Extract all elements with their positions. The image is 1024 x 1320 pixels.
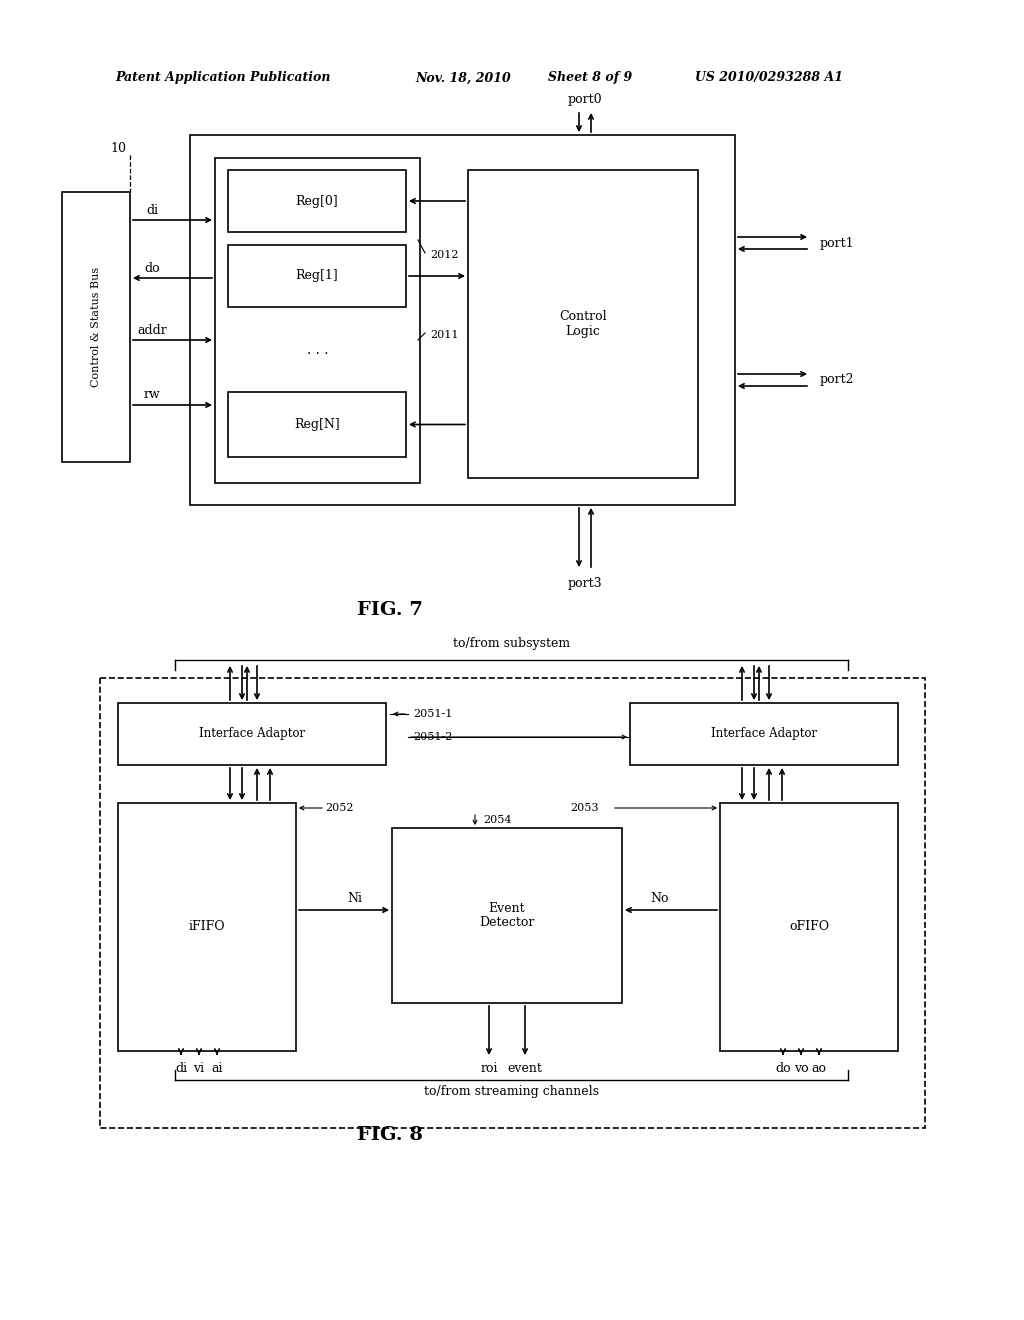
Text: ao: ao: [811, 1061, 826, 1074]
Text: 2052: 2052: [325, 803, 353, 813]
Bar: [468, 170, 698, 478]
Text: to/from subsystem: to/from subsystem: [454, 636, 570, 649]
Text: Control & Status Bus: Control & Status Bus: [91, 267, 101, 387]
Text: ai: ai: [211, 1061, 223, 1074]
Text: Reg[0]: Reg[0]: [296, 194, 338, 207]
Text: 2051-1: 2051-1: [413, 709, 453, 719]
Text: 2051-2: 2051-2: [413, 733, 453, 742]
Text: port3: port3: [567, 577, 602, 590]
Text: FIG. 7: FIG. 7: [357, 601, 423, 619]
Text: vo: vo: [794, 1061, 808, 1074]
Text: di: di: [146, 203, 158, 216]
Text: Interface Adaptor: Interface Adaptor: [711, 727, 817, 741]
Text: FIG. 8: FIG. 8: [357, 1126, 423, 1144]
Bar: [228, 170, 406, 232]
Text: do: do: [775, 1061, 791, 1074]
Text: US 2010/0293288 A1: US 2010/0293288 A1: [695, 71, 843, 84]
Text: Patent Application Publication: Patent Application Publication: [115, 71, 331, 84]
Text: 2054: 2054: [483, 814, 512, 825]
Text: Interface Adaptor: Interface Adaptor: [199, 727, 305, 741]
Text: port0: port0: [567, 94, 602, 107]
Text: addr: addr: [137, 323, 167, 337]
Text: do: do: [144, 261, 160, 275]
Text: Sheet 8 of 9: Sheet 8 of 9: [548, 71, 632, 84]
Text: rw: rw: [143, 388, 161, 401]
Text: oFIFO: oFIFO: [788, 920, 829, 933]
Text: 10: 10: [110, 141, 126, 154]
Text: Event
Detector: Event Detector: [479, 902, 535, 929]
Text: Reg[N]: Reg[N]: [294, 418, 340, 432]
Text: vi: vi: [194, 1061, 205, 1074]
Bar: [720, 803, 898, 1051]
Text: iFIFO: iFIFO: [188, 920, 225, 933]
Bar: [100, 678, 925, 1129]
Text: 2011: 2011: [430, 330, 459, 341]
Bar: [118, 803, 296, 1051]
Text: port1: port1: [820, 236, 855, 249]
Text: event: event: [508, 1061, 543, 1074]
Bar: [630, 704, 898, 766]
Bar: [215, 158, 420, 483]
Text: to/from streaming channels: to/from streaming channels: [425, 1085, 599, 1098]
Text: Reg[1]: Reg[1]: [296, 269, 338, 282]
Text: 2012: 2012: [430, 249, 459, 260]
Text: Ni: Ni: [347, 891, 362, 904]
Bar: [190, 135, 735, 506]
Text: No: No: [650, 891, 670, 904]
Text: roi: roi: [480, 1061, 498, 1074]
Bar: [62, 191, 130, 462]
Bar: [228, 246, 406, 308]
Text: di: di: [175, 1061, 187, 1074]
Text: 2053: 2053: [570, 803, 598, 813]
Text: Control
Logic: Control Logic: [559, 310, 607, 338]
Bar: [118, 704, 386, 766]
Bar: [392, 828, 622, 1003]
Text: . . .: . . .: [307, 343, 329, 356]
Bar: [228, 392, 406, 457]
Text: port2: port2: [820, 374, 854, 387]
Text: Nov. 18, 2010: Nov. 18, 2010: [415, 71, 511, 84]
